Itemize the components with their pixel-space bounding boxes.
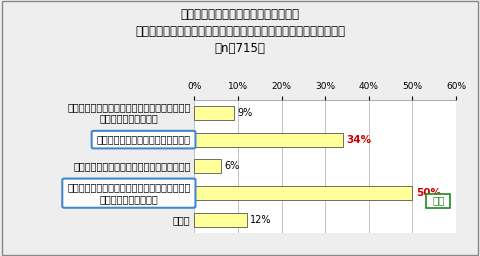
Text: 半数: 半数 [432, 196, 444, 206]
Text: 銀行・信用金庫・信用組合の窓口で、
保険商品や投資信託の購入をする気がない理由をお選びください。
（n＝715）: 銀行・信用金庫・信用組合の窓口で、 保険商品や投資信託の購入をする気がない理由を… [135, 8, 345, 55]
Text: 50%: 50% [416, 188, 441, 198]
Text: 34%: 34% [346, 135, 371, 145]
Text: 懇意にしている保険会社の外交員がいるから: 懇意にしている保険会社の外交員がいるから [73, 161, 191, 172]
Bar [194, 186, 412, 200]
Bar [194, 133, 343, 147]
Text: 投資信託など元本割れの可能性があるリスク商
品には興味がないから: 投資信託など元本割れの可能性があるリスク商 品には興味がないから [67, 182, 191, 204]
Text: 9%: 9% [237, 108, 252, 118]
Bar [194, 106, 234, 120]
Text: 既に十分な保険に加入しているから: 既に十分な保険に加入しているから [96, 135, 191, 145]
Bar [194, 213, 247, 227]
Text: その他: その他 [173, 215, 191, 225]
FancyBboxPatch shape [426, 194, 450, 208]
Text: 銀行・信用金庫・信用組合の窓口では十分な説
明を受けられないから: 銀行・信用金庫・信用組合の窓口では十分な説 明を受けられないから [67, 102, 191, 124]
Bar [194, 159, 221, 173]
Text: 6%: 6% [224, 161, 240, 172]
Text: 12%: 12% [250, 215, 272, 225]
